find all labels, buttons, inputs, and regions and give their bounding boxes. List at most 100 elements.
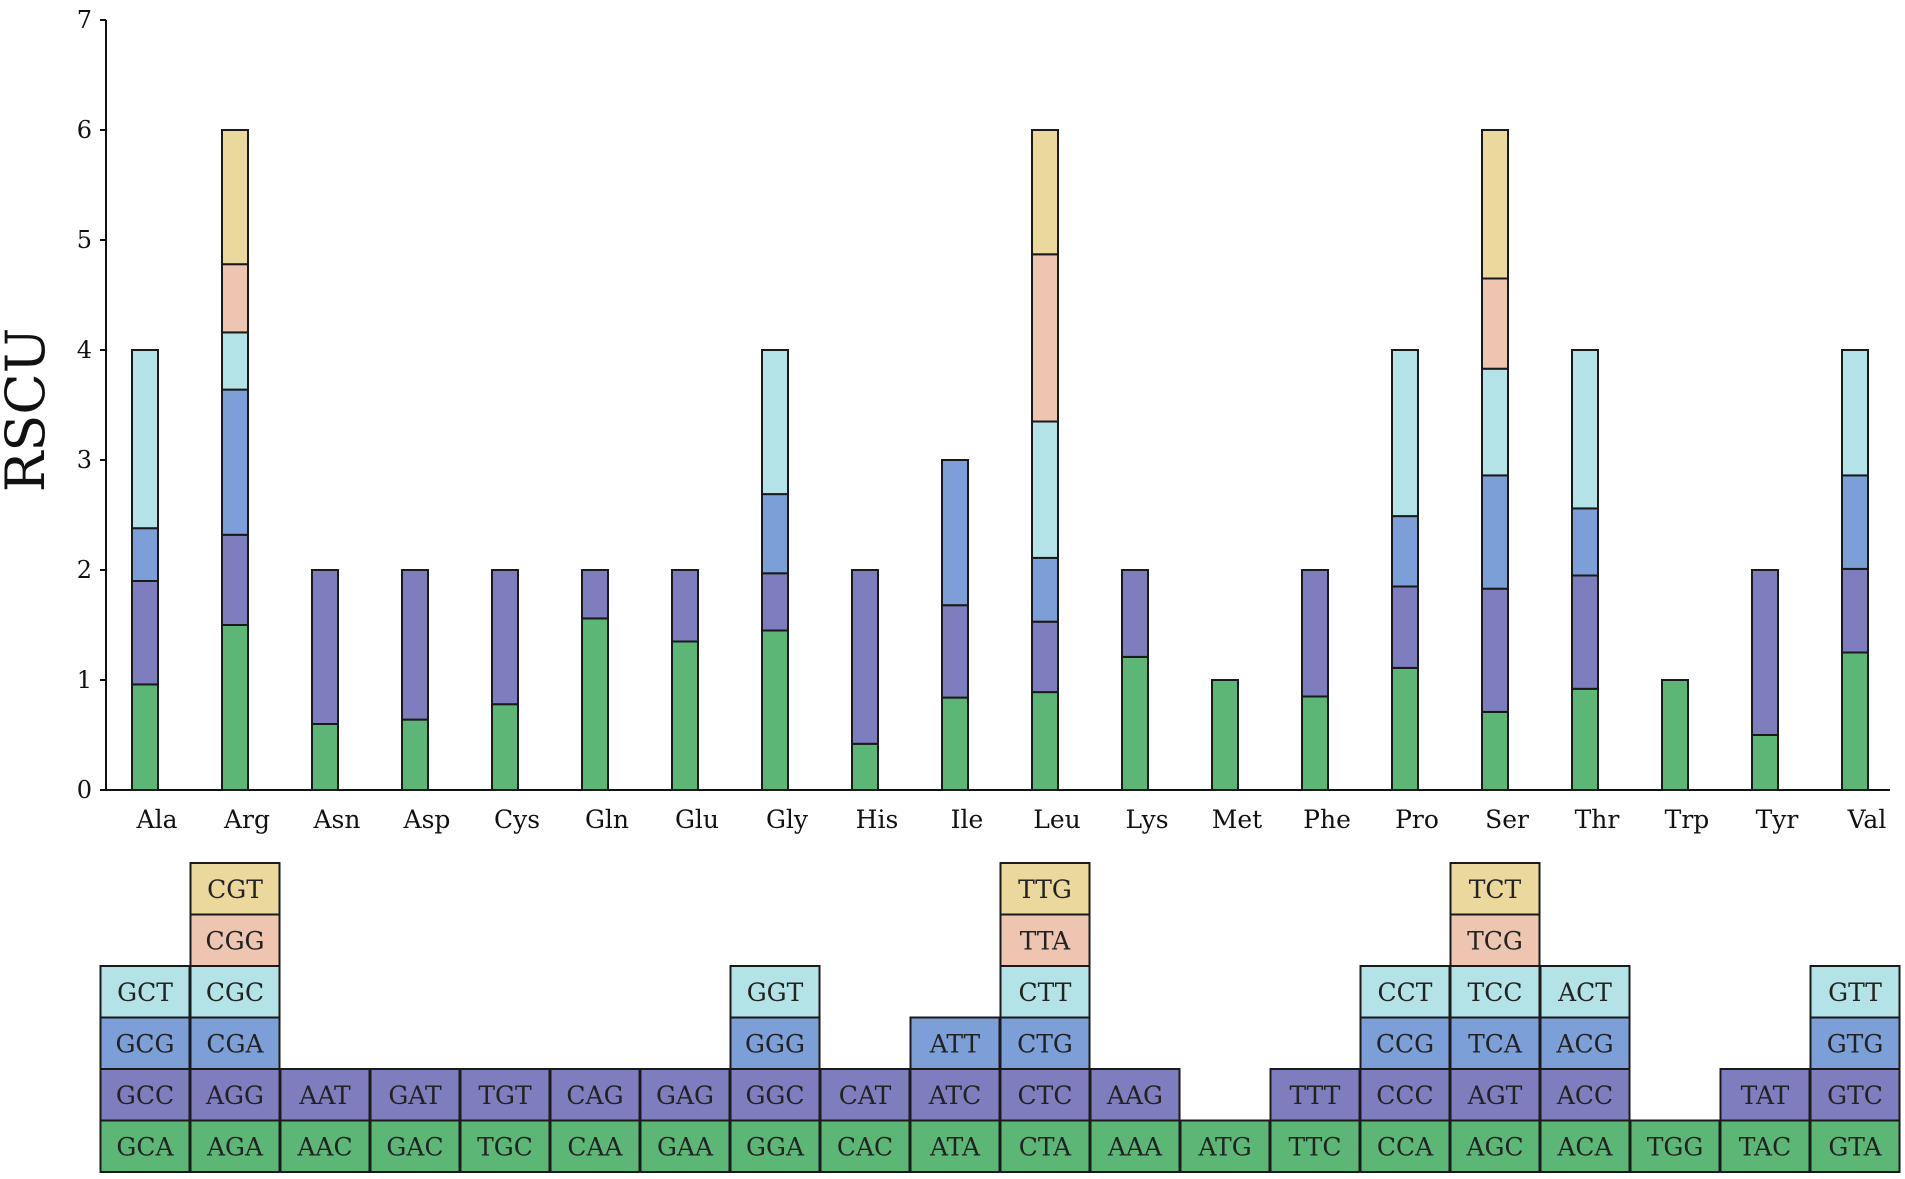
x-tick-label: Tyr — [1756, 805, 1799, 834]
codon-cell — [189, 913, 281, 967]
bar-segment — [761, 629, 789, 791]
codon-cell — [1809, 1016, 1901, 1070]
bar-segment — [1571, 687, 1599, 791]
bar-segment — [1391, 585, 1419, 669]
codon-label: ACC — [1556, 1081, 1613, 1110]
codon-cell — [909, 1016, 1001, 1070]
codon-label: GTA — [1828, 1132, 1882, 1161]
codon-cell — [999, 913, 1091, 967]
bar-segment — [1301, 695, 1329, 791]
codon-label: GGT — [747, 978, 804, 1007]
bar-segment — [581, 569, 609, 620]
bar-segment — [131, 527, 159, 583]
bar-segment — [221, 388, 249, 536]
codon-cell — [1539, 1068, 1631, 1122]
y-tick-label: 5 — [77, 226, 92, 254]
bar-segment — [401, 569, 429, 721]
bar-segment — [1841, 474, 1869, 570]
bar-segment — [1481, 710, 1509, 792]
bar-segment — [1751, 569, 1779, 736]
y-tick-label: 0 — [77, 776, 92, 804]
bar-segment — [941, 696, 969, 791]
codon-label: ACA — [1556, 1132, 1613, 1161]
codon-cell — [999, 862, 1091, 916]
bar-segment — [671, 640, 699, 791]
codon-label: TCT — [1469, 875, 1522, 904]
codon-label: GCC — [116, 1081, 174, 1110]
codon-label: AGG — [205, 1081, 264, 1110]
codon-cell — [189, 1016, 281, 1070]
bar-segment — [761, 349, 789, 496]
codon-cell — [1269, 1119, 1361, 1173]
codon-cell — [189, 1068, 281, 1122]
x-tick-label: Met — [1212, 805, 1262, 834]
codon-cell — [819, 1119, 911, 1173]
codon-cell — [909, 1068, 1001, 1122]
y-tick-label: 2 — [77, 556, 92, 584]
codon-cell — [459, 1068, 551, 1122]
codon-label: TGT — [478, 1081, 532, 1110]
bar-segment — [1481, 587, 1509, 713]
codon-cell — [189, 1119, 281, 1173]
codon-label: ACT — [1557, 978, 1612, 1007]
codon-cell — [1809, 965, 1901, 1019]
codon-label: TTA — [1020, 926, 1071, 955]
bar-segment — [1481, 367, 1509, 477]
codon-label: GCT — [117, 978, 173, 1007]
codon-label: GAG — [656, 1081, 714, 1110]
codon-label: GTC — [1827, 1081, 1883, 1110]
codon-cell — [1269, 1068, 1361, 1122]
bar-segment — [221, 533, 249, 626]
bar-segment — [1841, 567, 1869, 654]
codon-label: AGT — [1467, 1081, 1523, 1110]
codon-label: TTC — [1289, 1132, 1342, 1161]
bar-segment — [1121, 655, 1149, 792]
bar-segment — [1571, 507, 1599, 577]
codon-label: ATT — [929, 1029, 981, 1058]
bar-segment — [1301, 569, 1329, 698]
y-axis-label: RSCU — [0, 328, 57, 492]
bar-segment — [221, 129, 249, 266]
y-tick-label: 6 — [77, 116, 92, 144]
bar-segment — [1571, 574, 1599, 690]
codon-label: CTA — [1019, 1132, 1072, 1161]
bar-segment — [491, 569, 519, 706]
codon-label: GGC — [745, 1081, 804, 1110]
x-tick-label: Asp — [403, 805, 451, 834]
codon-label: TTT — [1290, 1081, 1341, 1110]
bar-segment — [761, 493, 789, 575]
x-tick-label: Arg — [223, 805, 270, 834]
codon-label: TGG — [1647, 1132, 1704, 1161]
codon-label: ATA — [929, 1132, 981, 1161]
codon-cell — [369, 1068, 461, 1122]
codon-cell — [999, 1016, 1091, 1070]
bar-segment — [1031, 556, 1059, 623]
bar-segment — [1211, 679, 1239, 791]
bar-segment — [401, 718, 429, 791]
codon-cell — [1629, 1119, 1721, 1173]
x-tick-label: His — [856, 805, 899, 834]
x-tick-label: Ser — [1485, 805, 1529, 834]
codon-label: GAC — [386, 1132, 443, 1161]
bar-segment — [1841, 651, 1869, 791]
bar-segment — [851, 742, 879, 791]
codon-cell — [1359, 1068, 1451, 1122]
x-tick-label: Ala — [136, 805, 178, 834]
codon-cell — [279, 1119, 371, 1173]
bar-segment — [1031, 129, 1059, 256]
codon-label: TAT — [1741, 1081, 1790, 1110]
codon-cell — [1089, 1068, 1181, 1122]
bar-segment — [1481, 277, 1509, 370]
codon-label: GTT — [1828, 978, 1882, 1007]
axes: 0 1 2 3 4 5 6 7 Ala Arg Asn Asp Cys Gln Glu Gly His Ile Le… — [77, 6, 1890, 834]
codon-label: CGA — [206, 1029, 264, 1058]
bar-segment — [491, 703, 519, 792]
codon-label: CCG — [1376, 1029, 1434, 1058]
codon-cell — [1449, 965, 1541, 1019]
codon-cell — [189, 965, 281, 1019]
codon-cell — [1449, 1068, 1541, 1122]
bar-segment — [311, 723, 339, 791]
x-tick-label: Leu — [1033, 805, 1081, 834]
codon-label: AAC — [296, 1132, 352, 1161]
codon-label: GGA — [746, 1132, 805, 1161]
